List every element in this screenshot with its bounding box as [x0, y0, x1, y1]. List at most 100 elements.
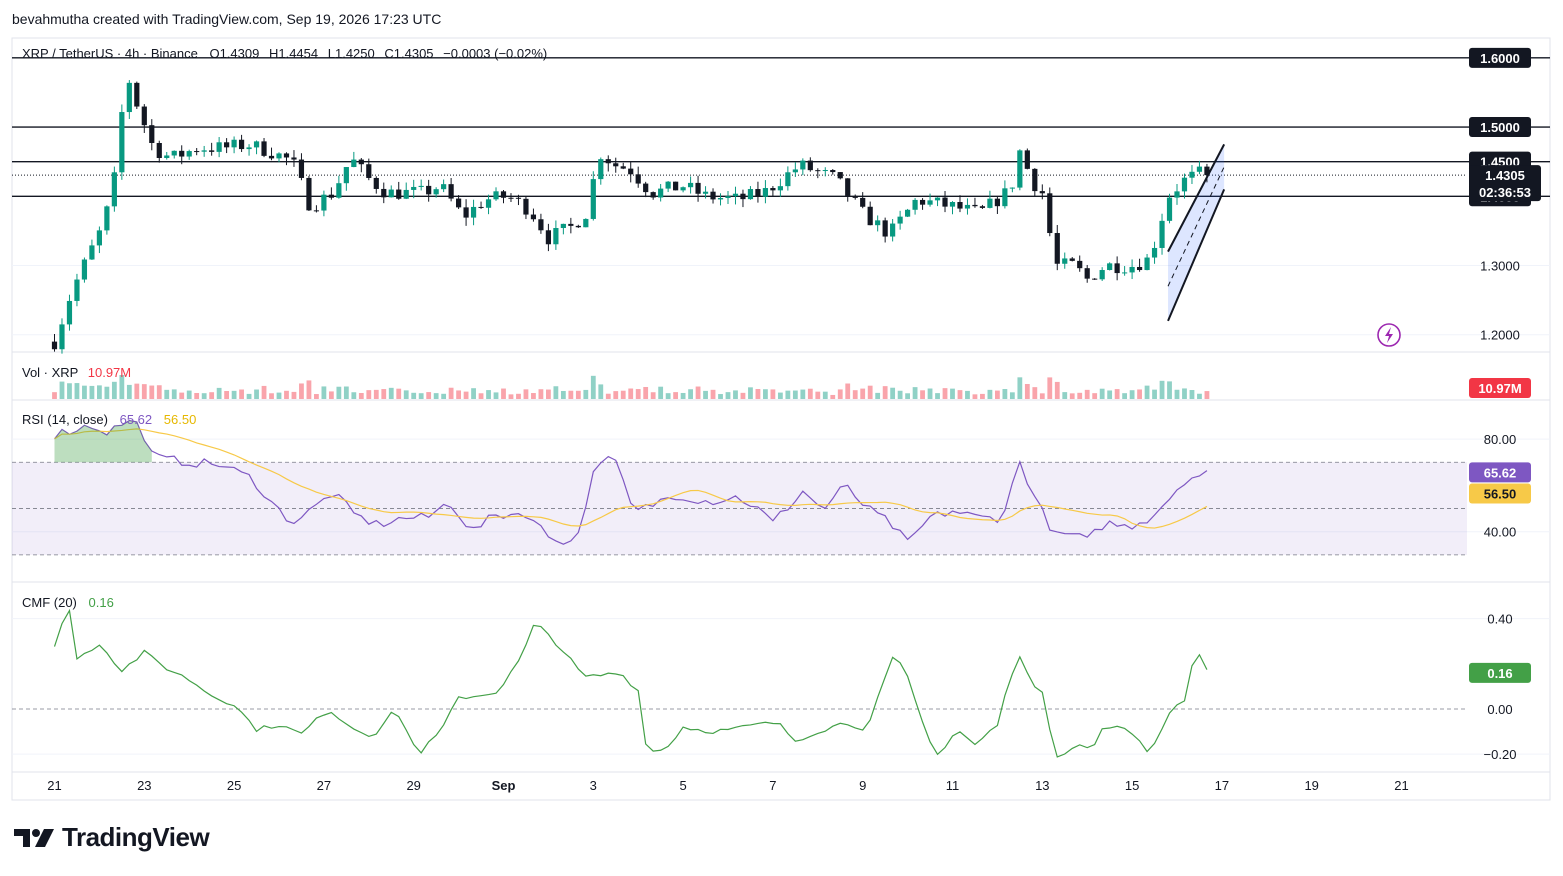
cmf-badge	[1469, 662, 1531, 683]
candle-body	[845, 178, 851, 196]
chart-frame	[11, 37, 1551, 801]
volume-bar	[433, 393, 439, 399]
volume-bar	[1152, 389, 1157, 399]
volume-bar	[141, 384, 147, 399]
volume-bar	[321, 386, 327, 399]
volume-bar	[658, 386, 664, 399]
candle-body	[1077, 260, 1083, 269]
cmf-legend-label: CMF (20)	[22, 595, 77, 610]
time-tick-label: 5	[679, 778, 686, 793]
candle-body	[268, 155, 275, 159]
candle-body	[830, 170, 836, 173]
volume-bar	[1114, 389, 1120, 399]
level-badge	[1469, 117, 1531, 138]
candle-body	[201, 150, 207, 152]
candle-body	[261, 141, 267, 156]
volume-bar	[1137, 389, 1142, 399]
candles[interactable]	[51, 80, 1210, 354]
candle-body	[919, 199, 926, 205]
volume-bar	[792, 390, 798, 399]
chart-legend: XRP / TetherUS · 4h · Binance O1.4309 H1…	[22, 46, 547, 61]
time-tick-label: 7	[769, 778, 776, 793]
volume-bar	[74, 383, 80, 399]
volume-bar	[875, 392, 881, 399]
volume-bar	[635, 389, 641, 399]
cmf-line	[12, 608, 1467, 758]
candle-body	[373, 177, 379, 189]
volume-bar	[703, 390, 708, 399]
volume-bar	[111, 381, 117, 399]
volume-bar	[254, 389, 259, 399]
candle-body	[732, 193, 739, 197]
lightning-alert-icon[interactable]	[1377, 323, 1401, 347]
candle-body	[650, 192, 656, 198]
candle-body	[1032, 168, 1038, 192]
volume-bar	[396, 388, 402, 399]
candle-body	[351, 159, 357, 168]
volume-bar	[733, 390, 738, 399]
cmf-tick-label: 0.40	[1487, 612, 1512, 627]
candle-body	[523, 198, 529, 215]
candle-body	[396, 189, 402, 199]
candle-body	[1144, 257, 1150, 271]
candle-body	[575, 225, 581, 228]
volume-bar	[665, 393, 671, 399]
candle-body	[658, 188, 664, 198]
volume-bar	[104, 386, 110, 399]
legend-symbol: XRP / TetherUS · 4h · Binance	[22, 46, 198, 61]
rsi-tick-label: 40.00	[1484, 525, 1517, 540]
volume-bar	[418, 393, 424, 399]
rsi-badge-text: 65.62	[1484, 465, 1517, 480]
volume-bar	[807, 388, 813, 399]
volume-bar	[725, 392, 731, 399]
candle-body	[994, 198, 1000, 207]
volume-bar	[972, 394, 978, 399]
volume-bar	[613, 391, 619, 399]
volume-bar	[358, 393, 364, 399]
volume-bar	[995, 390, 1000, 399]
candle-body	[762, 188, 769, 197]
ascending-channel[interactable]	[1167, 143, 1226, 322]
tradingview-logo[interactable]: TradingView	[14, 822, 210, 853]
candle-body	[568, 223, 574, 226]
volume-bar	[1062, 392, 1068, 399]
candle-body	[134, 82, 140, 107]
volume-bar	[1039, 393, 1045, 399]
candle-body	[493, 191, 499, 200]
candle-body	[485, 199, 492, 208]
volume-bar	[1009, 392, 1015, 399]
candle-body	[276, 153, 282, 159]
candle-body	[1181, 177, 1188, 192]
volume-bar	[1144, 385, 1150, 399]
time-axis[interactable]: 21 23 25 27 29 Sep 3 5 7 9 11 13 15 17 19 21	[12, 771, 1550, 793]
time-tick-label: 21	[47, 778, 61, 793]
legend-change: −0.0003 (−0.02%)	[443, 46, 547, 61]
candle-body	[336, 183, 342, 198]
candle-body	[747, 189, 754, 200]
candle-body	[583, 218, 589, 228]
candle-body	[51, 341, 58, 350]
candle-body	[957, 202, 963, 209]
volume-bar	[822, 391, 828, 399]
candle-body	[1166, 197, 1173, 221]
candle-body	[328, 194, 334, 198]
candle-body	[1069, 258, 1075, 261]
volume-bar	[82, 385, 87, 399]
candle-body	[800, 160, 806, 170]
volume-bar	[448, 387, 454, 399]
candle-body	[949, 202, 956, 207]
volume-bar	[478, 393, 484, 399]
candle-body	[194, 151, 200, 153]
rsi-lines	[54, 419, 1208, 545]
candle-body	[426, 185, 432, 195]
candle-body	[852, 195, 858, 198]
volume-bar	[845, 383, 851, 399]
candle-body	[979, 206, 986, 208]
price-axis[interactable]: 1.2000 1.3000 80.00 40.00 0.40 0.00 −0.20	[1480, 258, 1520, 762]
volume-bar	[269, 393, 274, 399]
candle-body	[1129, 266, 1135, 273]
volume-bar	[366, 390, 372, 399]
candle-body	[897, 216, 903, 224]
